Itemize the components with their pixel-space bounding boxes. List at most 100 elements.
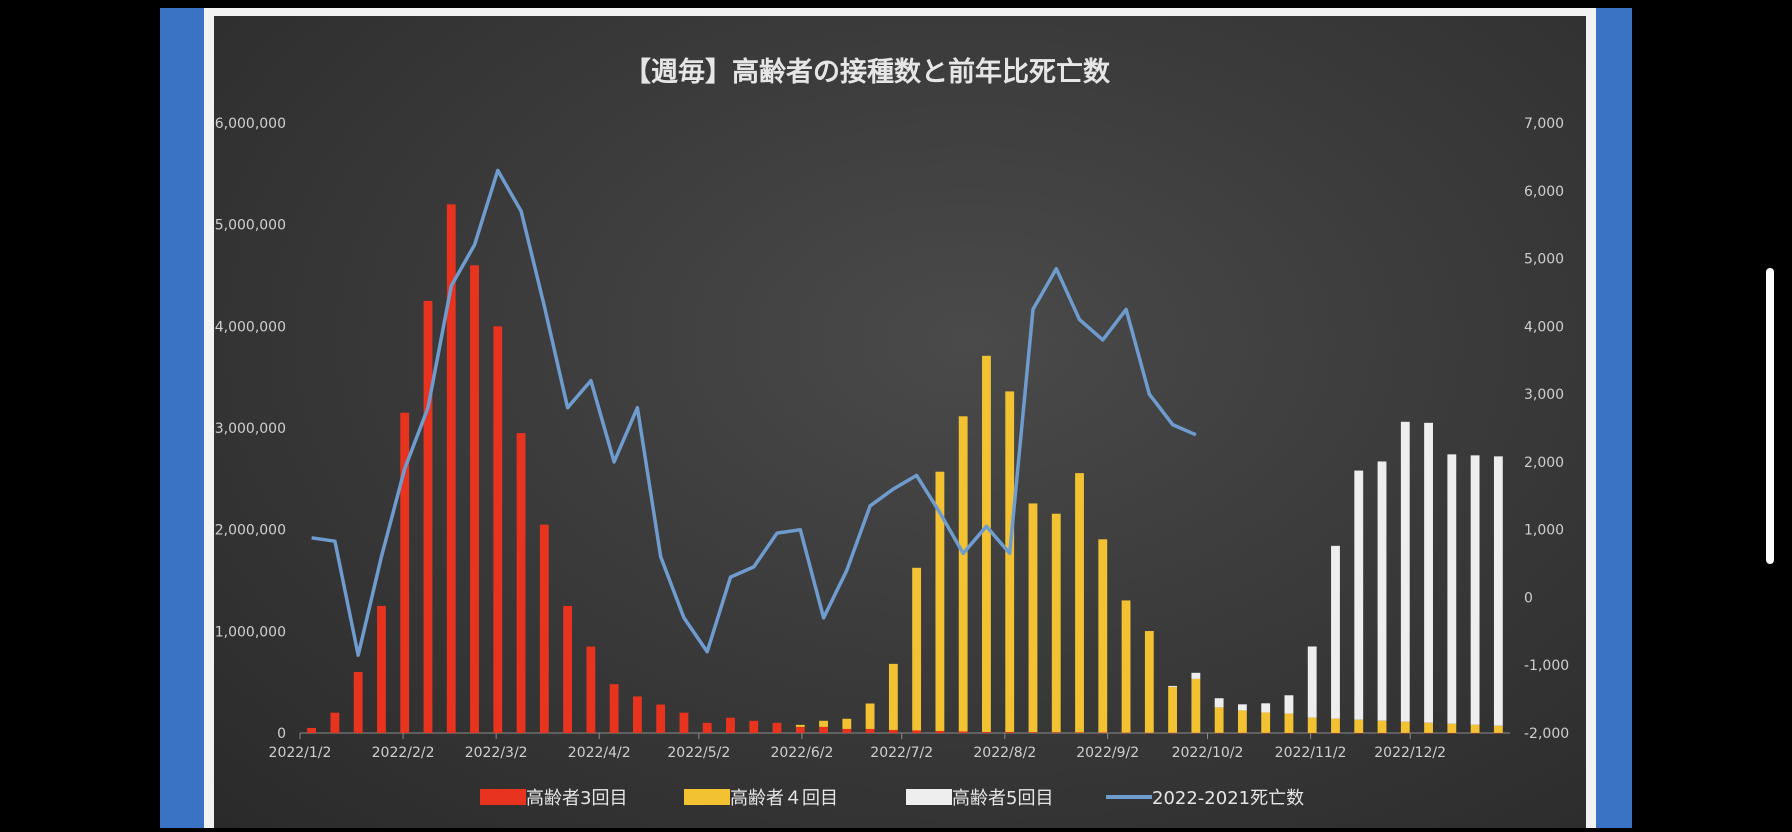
bar xyxy=(1214,732,1224,734)
bar xyxy=(679,712,689,733)
bar xyxy=(353,672,363,733)
legend-label: 2022-2021死亡数 xyxy=(1152,788,1304,809)
bar xyxy=(1191,672,1201,679)
left-tick-label: 6,000,000 xyxy=(215,116,286,132)
line-series-group xyxy=(311,168,1197,657)
bar xyxy=(1121,600,1131,733)
bar xyxy=(516,433,526,733)
bar xyxy=(1191,678,1201,733)
left-axis: 0 1,000,000 2,000,000 3,000,000 4,000,000 5,0… xyxy=(215,116,286,742)
right-tick-label: 4,000 xyxy=(1524,319,1564,335)
bar xyxy=(1377,732,1387,734)
bar xyxy=(1470,455,1480,725)
bar xyxy=(749,720,759,733)
left-tick-label: 3,000,000 xyxy=(215,421,286,437)
chart-svg: 【週毎】高齢者の接種数と前年比死亡数 0 1,000,000 2,000,000 3,… xyxy=(215,56,1569,809)
bar xyxy=(912,730,922,733)
bar xyxy=(888,729,898,733)
x-tick-label: 2022/5/2 xyxy=(667,745,730,761)
bar xyxy=(842,718,852,729)
bar xyxy=(958,416,968,732)
bar xyxy=(1331,718,1340,733)
bar xyxy=(1400,421,1410,722)
x-tick-label: 2022/9/2 xyxy=(1076,745,1139,761)
legend-label: 高齢者3回目 xyxy=(526,788,627,809)
bar xyxy=(1307,646,1317,718)
bar xyxy=(1214,707,1224,733)
bar xyxy=(982,355,991,732)
bar xyxy=(377,605,386,733)
right-tick-label: 1,000 xyxy=(1524,523,1564,539)
bar xyxy=(1493,725,1503,733)
legend-swatch xyxy=(906,789,952,805)
bar xyxy=(1354,732,1364,734)
bar xyxy=(1005,731,1015,733)
bars-group xyxy=(307,204,1503,734)
x-tick-label: 2022/6/2 xyxy=(770,745,833,761)
bar xyxy=(1400,732,1410,734)
bar xyxy=(1005,391,1015,732)
bar xyxy=(958,731,968,733)
bar xyxy=(609,684,619,733)
bar xyxy=(819,720,828,727)
bar xyxy=(1284,732,1294,734)
bar xyxy=(1307,717,1317,733)
legend: 高齢者3回目 高齢者４回目 高齢者5回目 2022-2021死亡数 xyxy=(480,788,1304,809)
bar xyxy=(493,326,503,733)
x-tick-label: 2022/8/2 xyxy=(973,745,1036,761)
legend-label: 高齢者４回目 xyxy=(730,788,838,809)
bar xyxy=(1028,503,1038,733)
legend-swatch xyxy=(480,789,526,805)
right-tick-label: 7,000 xyxy=(1524,116,1564,132)
bar xyxy=(1331,545,1340,719)
bar xyxy=(935,730,945,733)
line-series xyxy=(311,168,1197,657)
bar xyxy=(982,731,991,733)
bar xyxy=(1051,513,1061,733)
left-tick-label: 5,000,000 xyxy=(215,218,286,234)
bar xyxy=(912,567,922,731)
x-tick-label: 2022/10/2 xyxy=(1172,745,1244,761)
left-tick-label: 4,000,000 xyxy=(215,319,286,335)
left-tick-label: 1,000,000 xyxy=(215,624,286,640)
x-tick-label: 2022/2/2 xyxy=(372,745,435,761)
bar xyxy=(1168,732,1178,734)
left-tick-label: 0 xyxy=(277,726,286,742)
bar xyxy=(330,712,340,733)
bar xyxy=(1424,422,1433,723)
bar xyxy=(1470,732,1480,734)
bar xyxy=(1493,456,1503,726)
bar xyxy=(1237,732,1247,734)
bar xyxy=(1261,712,1271,733)
bar xyxy=(1447,723,1457,733)
right-tick-label: 2,000 xyxy=(1524,455,1564,471)
bar xyxy=(1144,631,1154,733)
bar xyxy=(1354,719,1364,733)
x-tick-label: 2022/7/2 xyxy=(870,745,933,761)
right-tick-label: -1,000 xyxy=(1524,658,1569,674)
bar xyxy=(702,722,712,733)
right-tick-label: 5,000 xyxy=(1524,252,1564,268)
right-tick-label: -2,000 xyxy=(1524,726,1569,742)
chart-panel: 【週毎】高齢者の接種数と前年比死亡数 0 1,000,000 2,000,000 3,… xyxy=(214,16,1586,828)
bar xyxy=(1051,732,1061,733)
scrollbar-handle[interactable] xyxy=(1766,268,1774,564)
bar xyxy=(307,727,317,733)
bar xyxy=(795,724,805,727)
x-tick-label: 2022/3/2 xyxy=(465,745,528,761)
bar xyxy=(726,717,735,733)
bar xyxy=(1098,732,1108,733)
bar xyxy=(446,204,456,734)
legend-swatch xyxy=(684,789,730,805)
bar xyxy=(1377,720,1387,733)
bar xyxy=(1424,722,1433,733)
bar xyxy=(772,722,782,733)
bar xyxy=(1354,470,1364,720)
bar xyxy=(1098,539,1108,733)
legend-label: 高齢者5回目 xyxy=(952,788,1053,809)
right-blue-border xyxy=(1596,8,1632,828)
bar xyxy=(1168,686,1178,733)
right-tick-label: 0 xyxy=(1524,590,1533,606)
right-tick-label: 3,000 xyxy=(1524,387,1564,403)
bar xyxy=(563,605,573,733)
